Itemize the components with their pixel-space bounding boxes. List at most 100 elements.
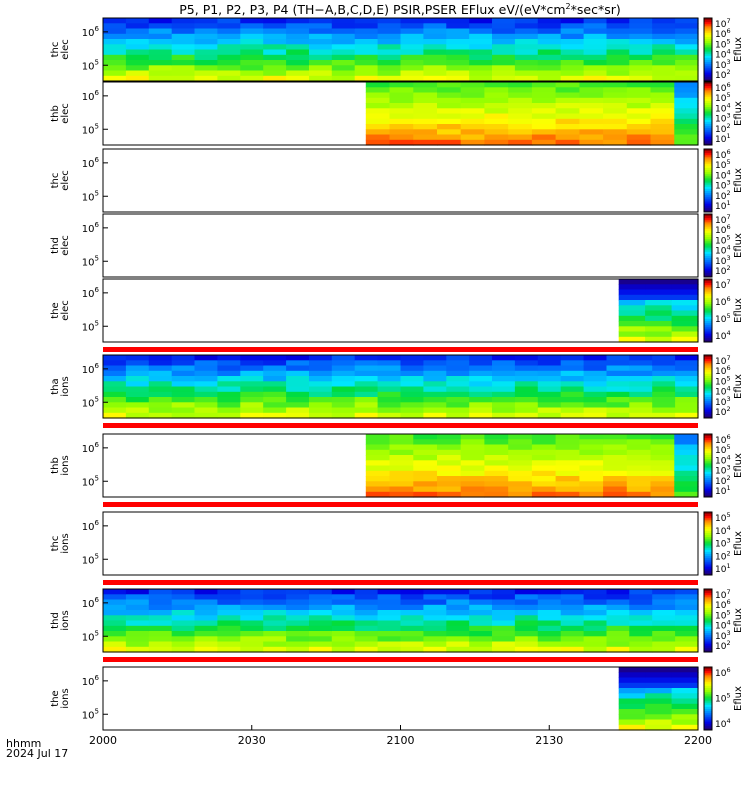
spectrogram-cell [674, 87, 699, 94]
spectrogram-cell [606, 18, 630, 24]
colorbar-step [704, 685, 712, 689]
spectrogram-cell [531, 97, 557, 104]
spectrogram-cell [446, 397, 470, 403]
spectrogram-cell [148, 615, 173, 622]
spectrogram-cell [446, 365, 470, 372]
spectrogram-cell [674, 449, 699, 456]
spectrogram-cell [650, 455, 675, 461]
colorbar-step [704, 698, 712, 702]
spectrogram-cell [354, 70, 379, 77]
spectrogram-cell [675, 376, 699, 382]
spectrogram-cell [675, 641, 699, 648]
spectrogram-cell [537, 641, 562, 648]
spectrogram-cell [331, 391, 356, 398]
colorbar-step [704, 74, 712, 78]
colorbar-step [704, 262, 712, 265]
spectrogram-cell [286, 75, 310, 82]
spectrogram-cell [103, 402, 127, 409]
spectrogram-cell [484, 134, 509, 141]
spectrogram-cell [354, 589, 379, 595]
spectrogram-cell [652, 402, 676, 409]
colorbar-step [704, 224, 712, 228]
spectrogram-cell [309, 23, 333, 30]
spectrogram-cell [331, 65, 356, 72]
spectrogram-cell [606, 604, 630, 611]
spectrogram-cell [675, 412, 699, 419]
spectrogram-cell [240, 54, 264, 61]
spectrogram-cell [240, 391, 264, 398]
spectrogram-cell [537, 33, 562, 40]
spectrogram-cell [606, 610, 630, 616]
colorbar-step [704, 314, 712, 318]
spectrogram-cell [492, 646, 516, 653]
spectrogram-cell [626, 108, 652, 115]
spectrogram-cell [583, 49, 608, 56]
colorbar-label: Eflux [733, 608, 744, 633]
spectrogram-cell [217, 620, 241, 627]
colorbar-step [704, 438, 712, 441]
spectrogram-cell [650, 118, 675, 125]
spectrogram-cell [514, 407, 539, 414]
spectrogram-cell [606, 397, 630, 403]
spectrogram-cell [492, 641, 516, 648]
spectrogram-cell [365, 455, 391, 461]
spectrogram-cell [618, 672, 646, 679]
spectrogram-cell [492, 60, 516, 66]
colorbar-step [704, 450, 712, 454]
colorbar-step [704, 564, 712, 568]
spectrogram-cell [492, 39, 516, 45]
spectrogram-cell [389, 481, 414, 488]
colorbar-step [704, 121, 712, 125]
spectrogram-cell [508, 134, 533, 141]
spectrogram-cell [309, 75, 333, 82]
spectrogram-cell [171, 360, 196, 367]
spectrogram-cell [555, 465, 580, 472]
colorbar-step [704, 545, 712, 549]
colorbar-step [704, 178, 712, 181]
spectrogram-cell [629, 381, 653, 388]
spectrogram-cell [460, 481, 485, 488]
spectrogram-cell [603, 481, 628, 488]
spectrogram-cell [103, 594, 127, 601]
spectrogram-cell [194, 65, 218, 72]
colorbar-step [704, 558, 712, 561]
colorbar-step [704, 34, 712, 38]
spectrogram-cell [263, 599, 287, 606]
spectrogram-cell [579, 129, 604, 136]
spectrogram-cell [508, 97, 533, 104]
spectrogram-cell [240, 402, 264, 409]
spectrogram-cell [377, 412, 402, 419]
spectrogram-cell [492, 28, 516, 35]
spectrogram-cell [603, 103, 628, 109]
spectrogram-cell [531, 87, 557, 94]
spectrogram-cell [217, 18, 241, 24]
colorbar-step [704, 706, 712, 710]
spectrogram-cell [674, 134, 699, 141]
colorbar-tick-label: 104 [715, 619, 731, 632]
spectrogram-cell [240, 376, 264, 382]
colorbar-step [704, 126, 712, 129]
spectrogram-cell [400, 365, 424, 372]
spectrogram-cell [125, 49, 150, 56]
spectrogram-cell [650, 465, 675, 472]
colorbar-tick-label: 106 [715, 81, 731, 94]
colorbar-step [704, 631, 712, 634]
spectrogram-cell [365, 129, 391, 136]
spectrogram-cell [460, 470, 485, 477]
spectrogram-cell [103, 33, 127, 40]
spectrogram-cell [629, 615, 653, 622]
colorbar-step [704, 492, 712, 496]
colorbar-step [704, 452, 712, 456]
spectrogram-cell [606, 599, 630, 606]
spectrogram-cell [583, 402, 608, 409]
spectrogram-cells [103, 355, 699, 419]
spectrogram-cell [492, 376, 516, 382]
spectrogram-cell [240, 625, 264, 632]
colorbar-step [704, 620, 712, 624]
colorbar-tick-label: 103 [715, 629, 731, 642]
spectrogram-cell [606, 370, 630, 377]
spectrogram-cell [377, 397, 402, 403]
